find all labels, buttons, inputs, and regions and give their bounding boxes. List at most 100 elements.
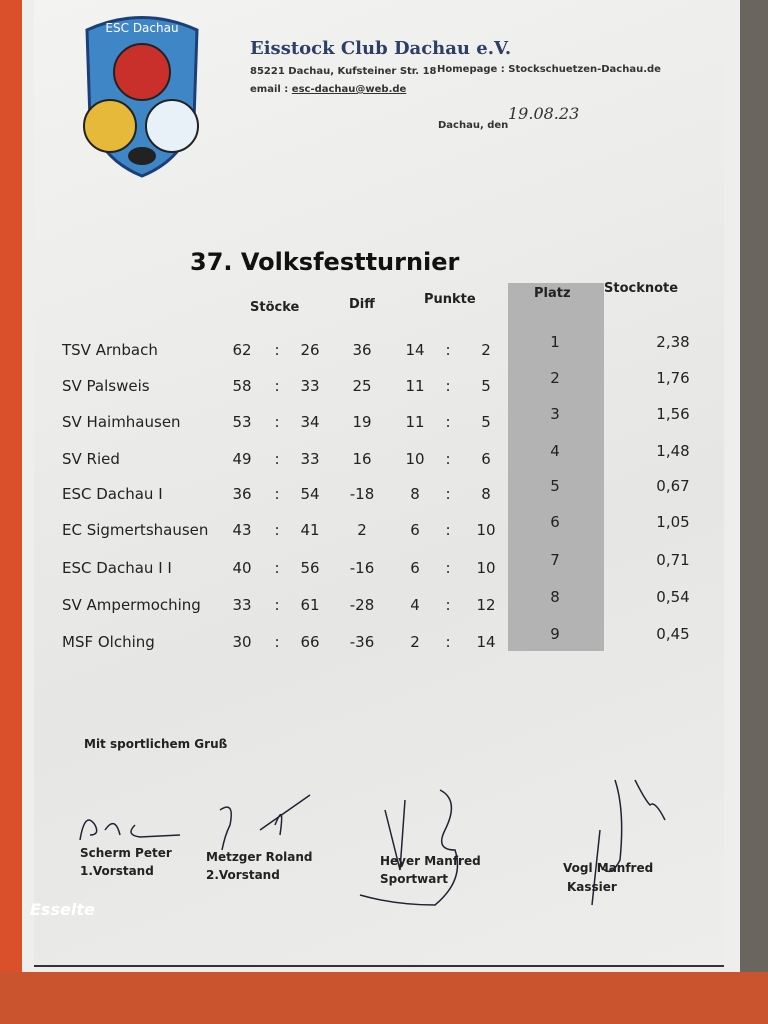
cell-p-against: 5 — [481, 377, 491, 395]
cell-note: 1,05 — [656, 513, 690, 531]
cell-team: MSF Olching — [62, 633, 155, 651]
signatory-4-name: Vogl Manfred — [563, 861, 654, 875]
cell-p-against: 10 — [476, 521, 496, 539]
cell-p-against: 8 — [481, 485, 491, 503]
cell-team: SV Haimhausen — [62, 413, 181, 431]
cell-diff: -16 — [349, 559, 375, 577]
cell-diff: -28 — [349, 596, 375, 614]
separator: : — [445, 559, 451, 577]
signatory-2-name: Metzger Roland — [206, 850, 313, 864]
cell-platz: 9 — [550, 625, 560, 643]
cell-team: SV Ampermoching — [62, 596, 201, 614]
signatures — [79, 779, 666, 906]
svg-text:ESC Dachau: ESC Dachau — [105, 21, 178, 35]
signatory-1-name: Scherm Peter — [80, 846, 172, 860]
cell-diff: -18 — [349, 485, 375, 503]
separator: : — [445, 596, 451, 614]
cell-team: SV Ried — [62, 450, 120, 468]
separator: : — [274, 341, 280, 359]
cell-diff: 36 — [352, 341, 372, 359]
cell-s-against: 54 — [300, 485, 320, 503]
homepage-line: Homepage : Stockschuetzen-Dachau.de — [437, 64, 661, 75]
cell-p-for: 8 — [410, 485, 420, 503]
closing: Mit sportlichem Gruß — [84, 737, 228, 751]
cell-diff: 2 — [357, 521, 367, 539]
binder-strip — [0, 972, 768, 1024]
cell-s-against: 33 — [300, 377, 320, 395]
separator: : — [274, 521, 280, 539]
cell-p-against: 14 — [476, 633, 496, 651]
cell-diff: 19 — [352, 413, 372, 431]
esselte-brand: Esselte — [30, 900, 95, 919]
email-label: email : — [250, 84, 289, 95]
cell-p-for: 10 — [405, 450, 425, 468]
cell-diff: 16 — [352, 450, 372, 468]
homepage-link[interactable]: Stockschuetzen-Dachau.de — [508, 64, 661, 75]
cell-note: 1,76 — [656, 369, 690, 387]
cell-platz: 4 — [550, 442, 560, 460]
cell-s-for: 30 — [232, 633, 252, 651]
cell-s-against: 56 — [300, 559, 320, 577]
signatory-1-role: 1.Vorstand — [80, 864, 154, 878]
email-line: email : esc-dachau@web.de — [250, 84, 406, 95]
platz-column-shade — [508, 283, 604, 651]
cell-diff: 25 — [352, 377, 372, 395]
cell-team: ESC Dachau I I — [62, 559, 172, 577]
separator: : — [445, 521, 451, 539]
separator: : — [274, 633, 280, 651]
separator: : — [274, 413, 280, 431]
cell-s-against: 26 — [300, 341, 320, 359]
separator: : — [445, 633, 451, 651]
cell-note: 2,38 — [656, 333, 690, 351]
cell-team: ESC Dachau I — [62, 485, 163, 503]
club-name: Eisstock Club Dachau e.V. — [250, 38, 512, 59]
cell-s-for: 40 — [232, 559, 252, 577]
cell-s-for: 53 — [232, 413, 252, 431]
cell-platz: 5 — [550, 477, 560, 495]
cell-s-for: 49 — [232, 450, 252, 468]
separator: : — [445, 485, 451, 503]
cell-s-for: 43 — [232, 521, 252, 539]
cell-s-against: 33 — [300, 450, 320, 468]
cell-platz: 2 — [550, 369, 560, 387]
document-title: 37. Volksfestturnier — [190, 248, 460, 276]
cell-platz: 3 — [550, 405, 560, 423]
header-diff: Diff — [349, 297, 375, 312]
cell-note: 0,67 — [656, 477, 690, 495]
cell-s-for: 36 — [232, 485, 252, 503]
header-platz: Platz — [534, 286, 571, 301]
email-link[interactable]: esc-dachau@web.de — [291, 84, 407, 95]
signatory-3-role: Sportwart — [380, 872, 448, 886]
cell-p-against: 2 — [481, 341, 491, 359]
cell-team: TSV Arnbach — [62, 341, 158, 359]
cell-p-for: 11 — [405, 377, 425, 395]
club-logo: ESC Dachau — [83, 16, 199, 178]
cell-p-for: 4 — [410, 596, 420, 614]
cell-team: SV Palsweis — [62, 377, 150, 395]
cell-note: 1,56 — [656, 405, 690, 423]
cell-s-against: 41 — [300, 521, 320, 539]
separator: : — [274, 450, 280, 468]
cell-platz: 7 — [550, 551, 560, 569]
address: 85221 Dachau, Kufsteiner Str. 18 — [250, 66, 437, 77]
homepage-label: Homepage : — [437, 64, 505, 75]
cell-note: 1,48 — [656, 442, 690, 460]
cell-note: 0,71 — [656, 551, 690, 569]
cell-s-for: 33 — [232, 596, 252, 614]
signatory-2-role: 2.Vorstand — [206, 868, 280, 882]
cell-s-against: 61 — [300, 596, 320, 614]
separator: : — [274, 377, 280, 395]
header-punkte: Punkte — [424, 292, 476, 307]
cell-p-for: 6 — [410, 521, 420, 539]
cell-s-for: 58 — [232, 377, 252, 395]
cell-p-against: 5 — [481, 413, 491, 431]
cell-p-against: 10 — [476, 559, 496, 577]
cell-team: EC Sigmertshausen — [62, 521, 209, 539]
cell-p-for: 14 — [405, 341, 425, 359]
cell-s-against: 34 — [300, 413, 320, 431]
cell-p-for: 11 — [405, 413, 425, 431]
cell-p-for: 2 — [410, 633, 420, 651]
separator: : — [274, 485, 280, 503]
cell-platz: 8 — [550, 588, 560, 606]
signatory-3-name: Heyer Manfred — [380, 854, 481, 868]
